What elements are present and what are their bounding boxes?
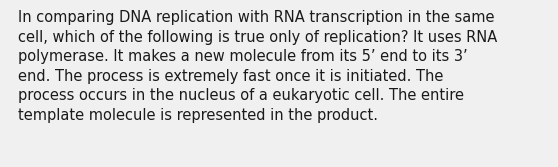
Text: In comparing DNA replication with RNA transcription in the same
cell, which of t: In comparing DNA replication with RNA tr… [18,10,497,123]
